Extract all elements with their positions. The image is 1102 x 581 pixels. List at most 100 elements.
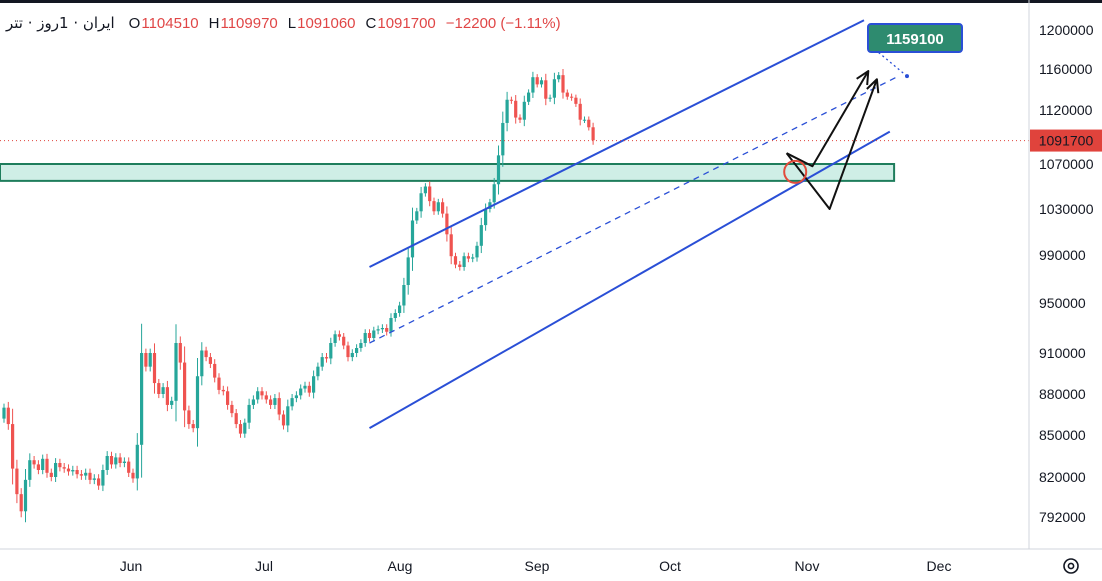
candle-body <box>488 202 492 209</box>
candle-body <box>273 398 277 405</box>
candle-body <box>527 92 531 102</box>
time-tick-label: Sep <box>525 558 550 574</box>
candle-body <box>54 463 58 477</box>
candle-body <box>217 377 221 390</box>
candle-body <box>118 457 122 463</box>
candle-body <box>41 458 45 470</box>
target-anchor-dot <box>905 74 909 79</box>
candle-body <box>548 97 552 99</box>
candle-body <box>458 264 462 267</box>
candle-body <box>415 211 419 221</box>
candle-body <box>15 468 19 495</box>
candle-body <box>127 461 131 473</box>
candle-body <box>346 345 350 358</box>
candle-body <box>565 92 569 97</box>
candle-body <box>303 385 307 389</box>
price-tick-label: 1120000 <box>1039 102 1093 118</box>
candle-body <box>496 155 501 185</box>
candle-body <box>161 387 165 394</box>
candle-body <box>264 395 268 400</box>
candle-body <box>11 424 15 469</box>
candle-body <box>574 97 578 104</box>
candle-body <box>449 234 453 257</box>
price-change: −12200 (−1.11%) <box>445 14 561 32</box>
candle-body <box>350 353 354 358</box>
candle-body <box>165 387 169 405</box>
candle-body <box>367 333 372 338</box>
candle-body <box>62 467 66 469</box>
candle-body <box>539 80 544 85</box>
symbol-name[interactable]: ایران · 1روز · تتر <box>6 14 115 32</box>
candle-body <box>157 383 161 394</box>
candle-body <box>49 472 53 477</box>
candle-body <box>208 357 212 364</box>
candle-body <box>509 99 513 101</box>
candle-body <box>484 209 488 226</box>
candle-body <box>204 350 208 358</box>
low-label: L <box>287 14 297 32</box>
candle-body <box>471 257 475 259</box>
candle-body <box>552 79 556 98</box>
candle-body <box>84 472 88 476</box>
time-tick-label: Jun <box>120 558 143 574</box>
candle-body <box>492 184 496 203</box>
price-tick-label: 1200000 <box>1039 22 1094 38</box>
candle-body <box>355 348 359 353</box>
candle-body <box>28 460 32 480</box>
price-tick-label: 820000 <box>1039 469 1086 485</box>
candle-body <box>213 363 217 378</box>
candle-body <box>320 357 324 367</box>
gear-icon[interactable] <box>1063 558 1079 574</box>
price-tick-label: 1160000 <box>1039 61 1093 77</box>
candle-body <box>561 75 565 93</box>
projection-path-down <box>785 78 878 210</box>
candle-body <box>423 186 427 194</box>
candle-body <box>256 391 260 400</box>
candle-body <box>342 336 346 346</box>
candle-body <box>105 456 109 470</box>
close-label: C <box>365 14 377 32</box>
candle-body <box>281 414 286 426</box>
time-tick-label: Aug <box>388 558 413 574</box>
candle-body <box>453 256 458 265</box>
candle-body <box>299 388 303 396</box>
candle-body <box>66 468 71 472</box>
candle-body <box>234 413 238 425</box>
candle-body <box>402 285 406 306</box>
target-price-label: 1159100 <box>886 31 944 48</box>
candle-body <box>337 334 341 337</box>
retest-circle <box>783 159 808 184</box>
candle-body <box>312 376 316 393</box>
current-price-label: 1091700 <box>1039 133 1094 149</box>
candle-body <box>570 96 574 98</box>
candle-body <box>307 385 311 393</box>
candle-body <box>445 213 449 235</box>
candle-body <box>140 353 144 445</box>
candle-body <box>466 256 470 259</box>
candle-body <box>324 357 329 359</box>
candle-body <box>432 201 436 212</box>
high-label: H <box>208 14 220 32</box>
target-leader-line <box>877 51 908 77</box>
candle-body <box>152 353 157 384</box>
candle-body <box>419 193 423 212</box>
candle-body <box>479 225 483 246</box>
candle-body <box>114 457 118 465</box>
candle-body <box>531 77 535 93</box>
close-value: 1091700 <box>377 14 436 32</box>
candle-body <box>183 362 187 411</box>
channel-mid-line <box>369 75 899 344</box>
candle-body <box>221 389 225 392</box>
time-tick-label: Dec <box>927 558 952 574</box>
candle-body <box>406 257 410 285</box>
price-tick-label: 950000 <box>1039 295 1086 311</box>
projection-path-up <box>786 70 870 168</box>
candle-body <box>195 376 200 429</box>
candle-body <box>122 461 126 463</box>
open-value: 1104510 <box>141 14 199 32</box>
time-tick-label: Oct <box>659 558 681 574</box>
candle-body <box>92 478 96 480</box>
candle-body <box>385 328 389 332</box>
